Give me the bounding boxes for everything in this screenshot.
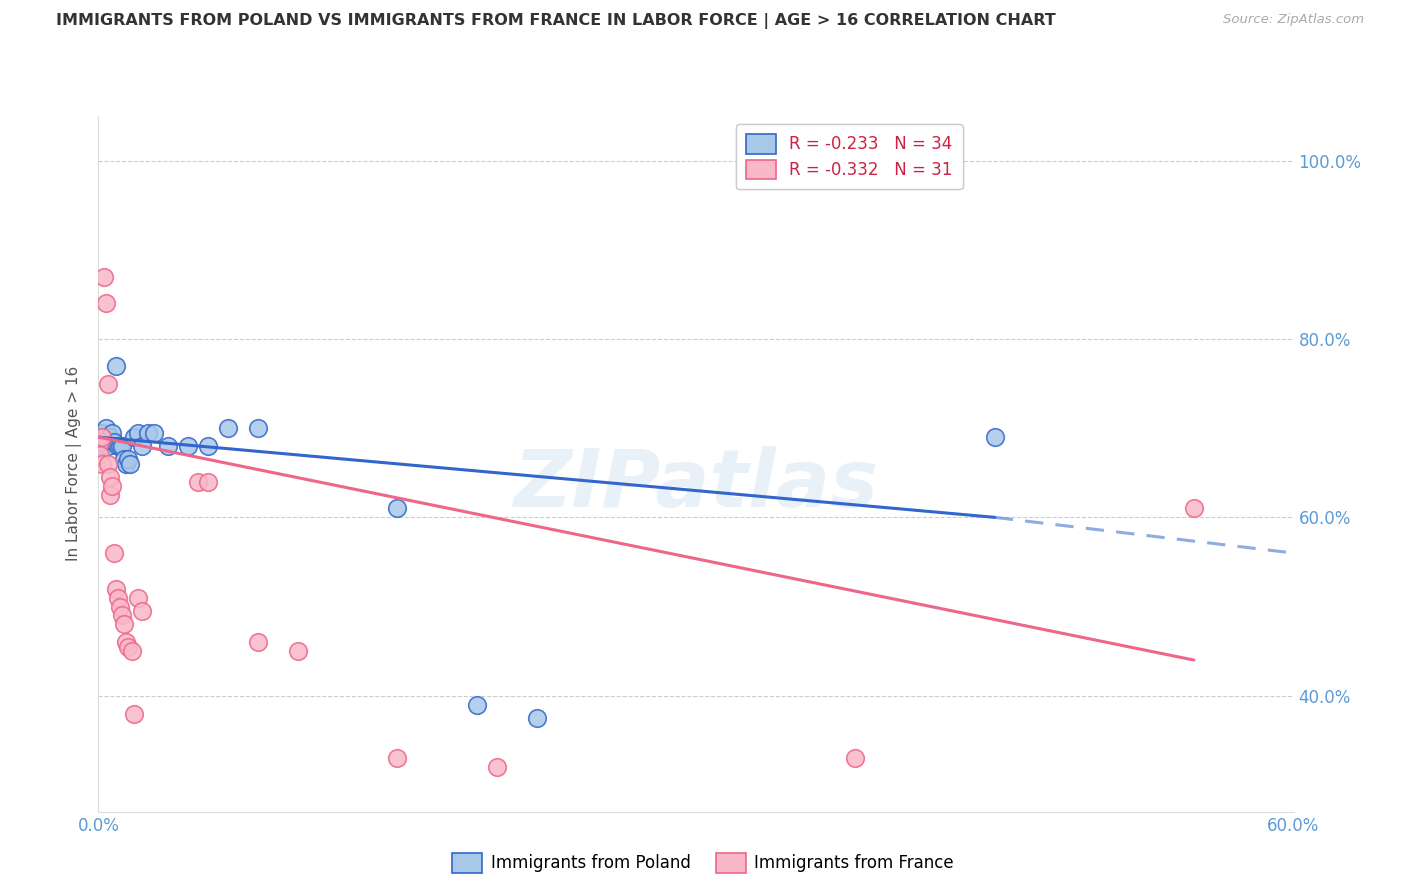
Point: [93, 269, 115, 284]
Point: [117, 452, 139, 467]
Point: [124, 430, 146, 444]
Point: [93, 434, 115, 449]
Legend: R = -0.233   N = 34, R = -0.332   N = 31: R = -0.233 N = 34, R = -0.332 N = 31: [735, 124, 963, 189]
Y-axis label: In Labor Force | Age > 16: In Labor Force | Age > 16: [66, 367, 83, 561]
Point: [89, 448, 111, 462]
Point: [91, 439, 114, 453]
Point: [110, 439, 132, 453]
Point: [131, 604, 153, 618]
Point: [89, 434, 111, 449]
Point: [100, 430, 122, 444]
Point: [197, 439, 219, 453]
Point: [97, 457, 120, 471]
Point: [111, 439, 134, 453]
Point: [121, 644, 143, 658]
Text: IMMIGRANTS FROM POLAND VS IMMIGRANTS FROM FRANCE IN LABOR FORCE | AGE > 16 CORRE: IMMIGRANTS FROM POLAND VS IMMIGRANTS FRO…: [56, 13, 1056, 29]
Point: [97, 434, 120, 449]
Point: [91, 430, 114, 444]
Point: [127, 591, 149, 605]
Point: [485, 760, 508, 774]
Point: [112, 452, 135, 467]
Point: [89, 434, 111, 449]
Point: [100, 470, 122, 484]
Text: ZIPatlas: ZIPatlas: [513, 446, 879, 524]
Point: [110, 599, 132, 614]
Point: [105, 359, 128, 373]
Point: [246, 635, 269, 649]
Point: [127, 425, 149, 440]
Point: [115, 635, 138, 649]
Point: [103, 434, 125, 449]
Point: [217, 421, 239, 435]
Point: [131, 439, 153, 453]
Point: [96, 430, 118, 444]
Point: [984, 430, 1007, 444]
Point: [136, 425, 159, 440]
Point: [385, 501, 409, 516]
Point: [100, 488, 122, 502]
Point: [91, 425, 114, 440]
Point: [844, 751, 866, 765]
Point: [93, 430, 115, 444]
Point: [287, 644, 309, 658]
Point: [96, 296, 118, 310]
Point: [124, 706, 146, 721]
Point: [385, 751, 409, 765]
Point: [97, 376, 120, 391]
Point: [177, 439, 200, 453]
Point: [105, 582, 128, 596]
Point: [112, 617, 135, 632]
Point: [91, 457, 114, 471]
Point: [103, 546, 125, 560]
Point: [187, 475, 209, 489]
Point: [115, 457, 138, 471]
Point: [97, 439, 120, 453]
Point: [1182, 501, 1205, 516]
Point: [107, 439, 129, 453]
Point: [157, 439, 180, 453]
Point: [101, 425, 124, 440]
Text: Source: ZipAtlas.com: Source: ZipAtlas.com: [1223, 13, 1364, 27]
Point: [465, 698, 488, 712]
Point: [143, 425, 166, 440]
Point: [120, 457, 142, 471]
Point: [117, 640, 139, 654]
Point: [107, 591, 129, 605]
Point: [246, 421, 269, 435]
Point: [111, 608, 134, 623]
Point: [101, 479, 124, 493]
Legend: Immigrants from Poland, Immigrants from France: Immigrants from Poland, Immigrants from …: [446, 847, 960, 880]
Point: [526, 711, 548, 725]
Point: [197, 475, 219, 489]
Point: [96, 421, 118, 435]
